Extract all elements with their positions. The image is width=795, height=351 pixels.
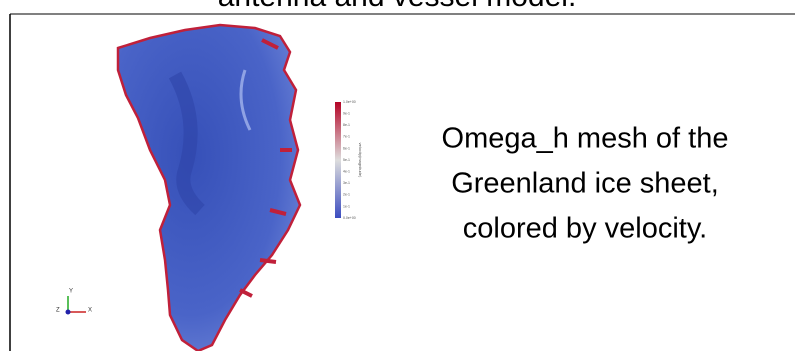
colorbar-label: 1e-1 <box>343 204 350 208</box>
slide: antenna and vessel model. velocity(magni… <box>0 0 795 351</box>
colorbar-label: 0.0e+00 <box>343 216 356 220</box>
caption-line: Omega_h mesh of the <box>442 123 729 155</box>
colorbar-label: 7e-1 <box>343 135 350 139</box>
caption-line: Greenland ice sheet, <box>451 168 719 200</box>
greenland-mesh <box>118 25 300 351</box>
colorbar-label: 3e-1 <box>343 181 350 185</box>
colorbar: velocity(magnitude) 1.0e+00 9e-1 8e-1 7e-1 6… <box>335 100 363 220</box>
axis-label: X <box>88 308 92 314</box>
caption: Omega_h mesh of the Greenland ice sheet,… <box>442 123 729 245</box>
colorbar-title: velocity(magnitude) <box>358 143 363 178</box>
slide-canvas: antenna and vessel model. velocity(magni… <box>0 0 795 351</box>
colorbar-label: 8e-1 <box>343 123 350 127</box>
colorbar-label: 9e-1 <box>343 112 350 116</box>
colorbar-label: 2e-1 <box>343 193 350 197</box>
axis-label: Y <box>69 289 73 295</box>
colorbar-label: 4e-1 <box>343 170 350 174</box>
caption-line: colored by velocity. <box>463 213 707 245</box>
colorbar-label: 6e-1 <box>343 146 350 150</box>
previous-caption: antenna and vessel model. <box>218 0 577 13</box>
colorbar-label: 5e-1 <box>343 158 350 162</box>
colorbar-label: 1.0e+00 <box>343 100 356 104</box>
axis-label: Z <box>56 308 60 314</box>
colorbar-ramp <box>335 102 341 218</box>
axes-triad: Y Z X <box>56 289 92 315</box>
